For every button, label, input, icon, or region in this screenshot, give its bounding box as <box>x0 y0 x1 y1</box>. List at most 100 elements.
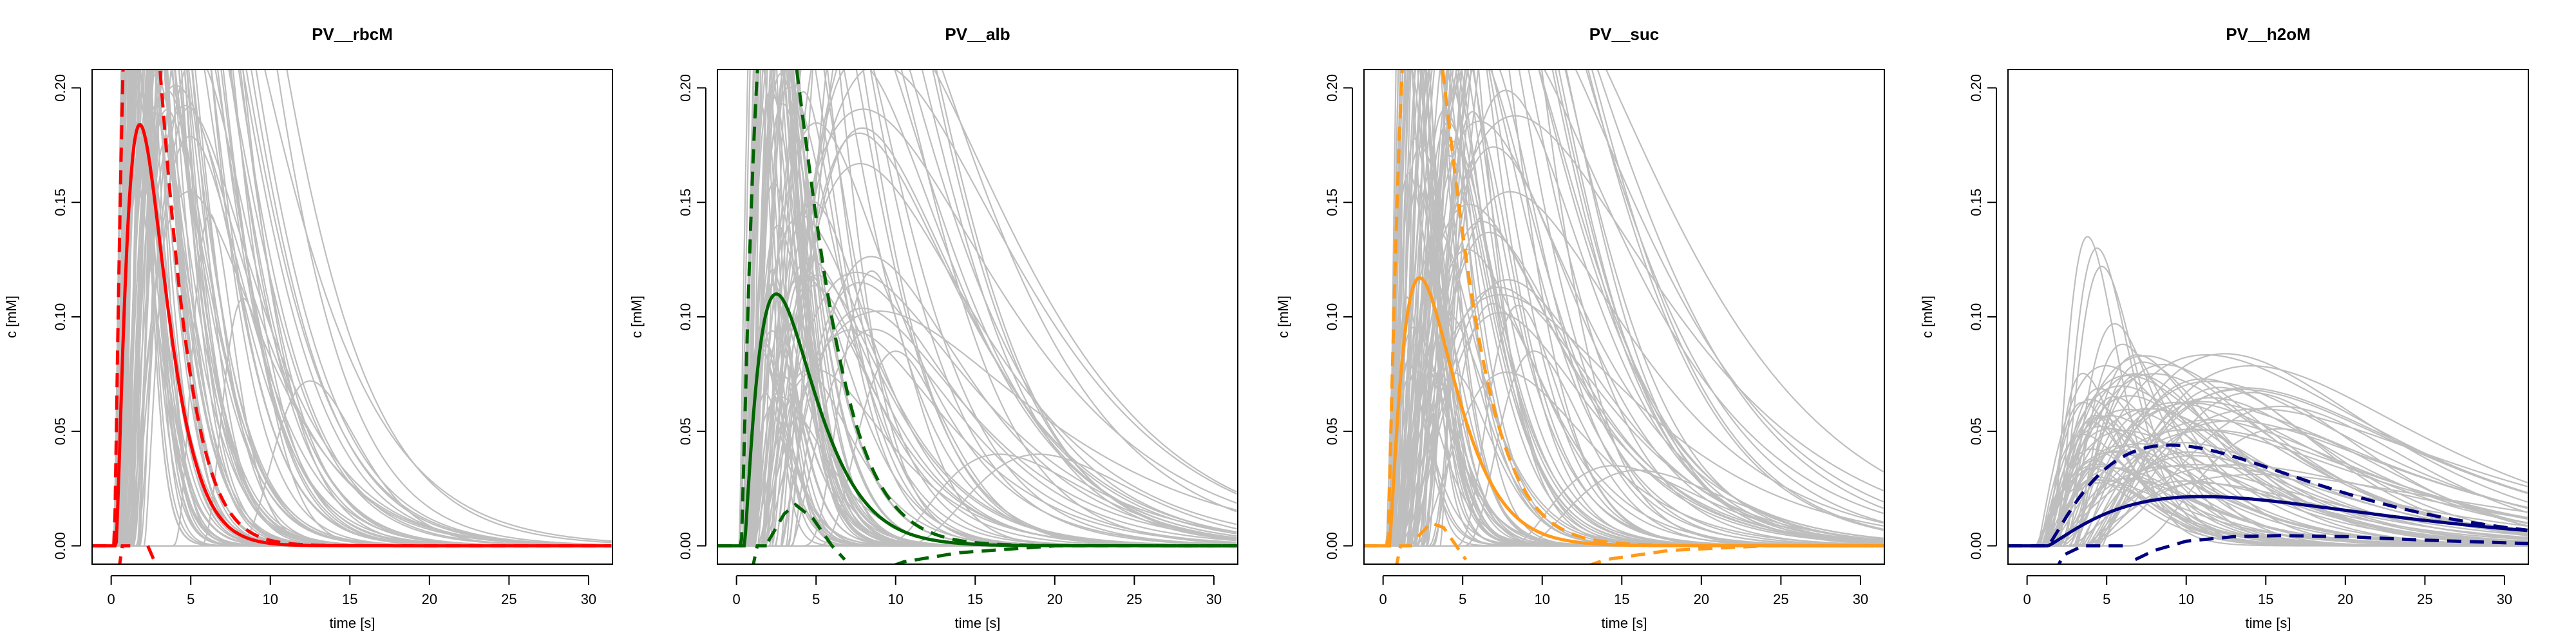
x-tick-label: 0 <box>108 591 115 607</box>
x-tick-label: 10 <box>888 591 904 607</box>
plot-area <box>2008 236 2528 564</box>
x-tick-label: 20 <box>1694 591 1709 607</box>
x-axis-label: time [s] <box>955 615 1001 631</box>
sample-curve <box>717 127 1237 547</box>
sample-curve <box>2008 385 2528 547</box>
x-tick-label: 25 <box>2417 591 2432 607</box>
panel-title: PV__rbcM <box>312 24 393 44</box>
y-tick-label: 0.20 <box>1324 74 1340 102</box>
x-tick-label: 10 <box>2179 591 2194 607</box>
sample-curve <box>2008 480 2528 547</box>
x-axis-label: time [s] <box>2246 615 2291 631</box>
y-tick-label: 0.05 <box>52 417 68 445</box>
sample-curve <box>1364 70 1884 547</box>
y-tick-label: 0.00 <box>52 532 68 560</box>
x-tick-label: 15 <box>1614 591 1629 607</box>
sample-curve <box>1364 70 1884 547</box>
x-tick-label: 30 <box>1853 591 1868 607</box>
mean-curve <box>1364 276 1884 548</box>
sample-curve <box>92 70 612 547</box>
x-tick-label: 20 <box>1047 591 1063 607</box>
sample-curve <box>2008 465 2528 547</box>
sample-curve <box>92 70 612 547</box>
sample-curve <box>92 84 612 547</box>
sample-curve <box>717 281 1237 547</box>
x-tick-label: 25 <box>1773 591 1788 607</box>
sample-curve <box>2008 429 2528 547</box>
panel-1: PV__rbcM 0 5 10 15 20 25 30 time [s] 0.00 0.05 0.10… <box>3 24 613 631</box>
x-tick-label: 5 <box>187 591 194 607</box>
sample-curve <box>717 307 1237 547</box>
x-tick-label: 15 <box>2258 591 2273 607</box>
x-axis-label: time [s] <box>1602 615 1647 631</box>
y-tick-label: 0.15 <box>1968 189 1984 216</box>
sample-curve <box>2008 378 2528 547</box>
y-tick-label: 0.10 <box>677 303 694 331</box>
panel-4: PV__h2oM 0 5 10 15 20 25 30 time [s] 0.00 0.05 0.10… <box>1919 24 2529 631</box>
x-tick-label: 20 <box>2338 591 2353 607</box>
y-tick-label: 0.20 <box>1968 74 1984 102</box>
y-axis-label: c [mM] <box>3 296 19 338</box>
x-tick-label: 20 <box>422 591 437 607</box>
y-tick-label: 0.00 <box>1324 532 1340 560</box>
y-tick-label: 0.15 <box>52 189 68 216</box>
sample-curve <box>717 70 1237 547</box>
x-tick-label: 0 <box>733 591 741 607</box>
panel-title: PV__h2oM <box>2226 24 2311 44</box>
sample-curve <box>717 310 1237 547</box>
x-tick-label: 5 <box>2103 591 2110 607</box>
sample-curve <box>1364 371 1884 547</box>
sample-curve <box>1364 70 1884 547</box>
sample-curve <box>1364 191 1884 547</box>
x-axis: 0 5 10 15 20 25 30 <box>108 575 596 607</box>
plot-frame <box>2007 69 2529 565</box>
x-tick-label: 0 <box>1379 591 1387 607</box>
plot-area <box>1364 70 1884 564</box>
y-axis: 0.00 0.05 0.10 0.15 0.20 <box>1968 74 1997 560</box>
sample-curve <box>2008 373 2528 547</box>
lower-sd-line <box>2134 534 2528 562</box>
sample-curve <box>92 70 612 547</box>
sample-curve <box>717 328 1237 547</box>
lower-sd-line <box>752 544 767 564</box>
y-axis-label: c [mM] <box>1919 296 1935 338</box>
x-tick-label: 5 <box>812 591 820 607</box>
y-tick-label: 0.10 <box>52 303 68 331</box>
panel-title: PV__suc <box>1589 24 1659 44</box>
sample-curve <box>1364 312 1884 547</box>
sample-curve <box>1364 146 1884 547</box>
sample-curve <box>2008 464 2528 547</box>
lower-sd-line <box>1587 544 1884 564</box>
plot-frame <box>1363 69 1885 565</box>
y-tick-label: 0.20 <box>52 74 68 102</box>
sample-curve <box>717 122 1237 547</box>
x-tick-label: 0 <box>2023 591 2031 607</box>
sample-curve <box>1364 70 1884 547</box>
sample-curve <box>1364 70 1884 547</box>
mean-curve <box>2008 495 2528 548</box>
x-tick-label: 15 <box>967 591 983 607</box>
x-tick-label: 15 <box>342 591 357 607</box>
sample-curve <box>2008 428 2528 547</box>
y-axis-label: c [mM] <box>1275 296 1291 338</box>
y-tick-label: 0.10 <box>1324 303 1340 331</box>
y-tick-label: 0.00 <box>1968 532 1984 560</box>
y-tick-label: 0.15 <box>677 189 694 216</box>
plot-area <box>92 70 612 564</box>
y-tick-label: 0.10 <box>1968 303 1984 331</box>
sample-curve <box>717 70 1237 547</box>
sample-curve <box>717 329 1237 547</box>
sample-curve <box>1364 70 1884 547</box>
sample-curve <box>2008 381 2528 547</box>
sample-curve <box>2008 374 2528 547</box>
y-tick-label: 0.15 <box>1324 189 1340 216</box>
lower-sd-line <box>766 502 846 561</box>
x-tick-label: 25 <box>501 591 516 607</box>
x-tick-label: 5 <box>1459 591 1466 607</box>
sample-curve <box>717 70 1237 547</box>
y-axis-label: c [mM] <box>629 296 645 338</box>
panels: PV__rbcM 0 5 10 15 20 25 30 time [s] 0.00 0.05 0.10… <box>3 24 2529 631</box>
